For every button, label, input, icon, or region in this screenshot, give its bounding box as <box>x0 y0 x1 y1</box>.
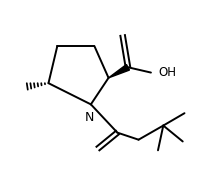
Polygon shape <box>109 64 130 78</box>
Text: N: N <box>84 112 94 124</box>
Text: OH: OH <box>158 66 176 79</box>
